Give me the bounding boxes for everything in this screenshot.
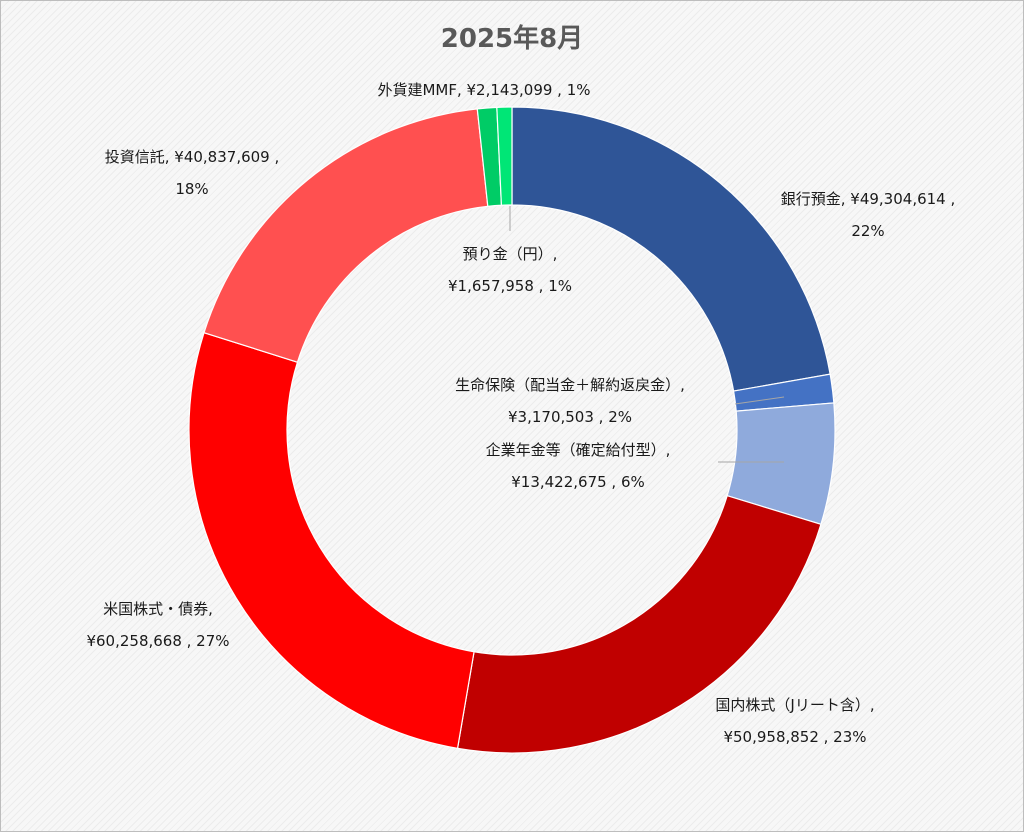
data-label-4: 国内株式（Jリート含）, ¥50,958,852 , 23% [715,696,874,746]
slice-4 [456,494,822,754]
data-label-6: 投資信託, ¥40,837,609 , 18% [105,148,280,198]
data-label-2: 生命保険（配当金＋解約返戻金）, ¥3,170,503 , 2% [455,376,685,426]
data-label-3: 企業年金等（確定給付型）, ¥13,422,675 , 6% [486,441,671,491]
chart-title: 2025年8月 [440,24,584,54]
data-label-1: 銀行預金, ¥49,304,614 , 22% [781,190,956,240]
slice-5 [188,331,475,750]
data-label-5: 米国株式・債券, ¥60,258,668 , 27% [86,600,229,650]
data-label-7: 外貨建MMF, ¥2,143,099 , 1% [377,81,590,99]
slice-6 [203,108,489,363]
data-label-8: 預り金（円）, ¥1,657,958 , 1% [448,245,572,295]
slice-1 [511,106,831,392]
leader-line-1 [734,396,785,405]
slice-8 [496,106,513,206]
